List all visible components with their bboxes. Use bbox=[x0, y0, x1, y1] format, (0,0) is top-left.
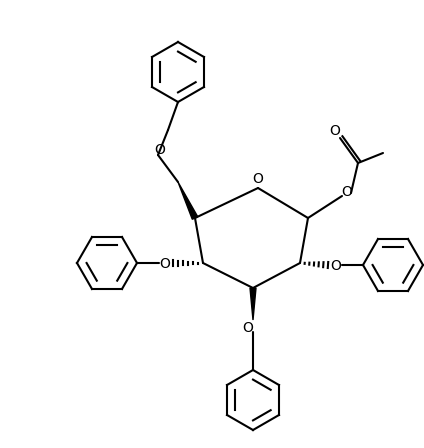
Text: O: O bbox=[342, 185, 352, 199]
Text: O: O bbox=[159, 257, 170, 271]
Text: O: O bbox=[331, 259, 341, 273]
Polygon shape bbox=[250, 288, 256, 320]
Text: O: O bbox=[329, 124, 340, 138]
Text: O: O bbox=[243, 321, 254, 335]
Text: O: O bbox=[155, 143, 165, 157]
Polygon shape bbox=[178, 182, 198, 219]
Text: O: O bbox=[253, 172, 263, 186]
